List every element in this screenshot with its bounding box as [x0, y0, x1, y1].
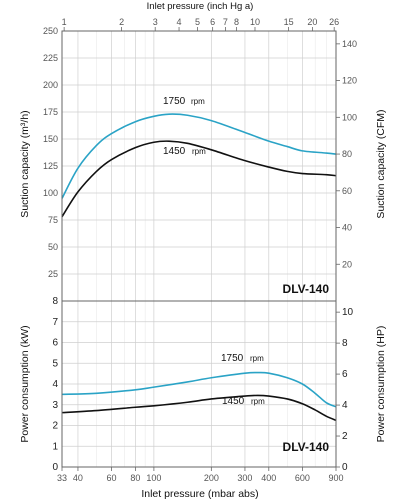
suction-left-tick-label: 25: [48, 269, 58, 279]
bottom-axis-title: Inlet pressure (mbar abs): [141, 488, 258, 500]
suction-1450-label: 1450: [163, 146, 186, 157]
power-left-tick-label: 1: [52, 441, 58, 452]
suction-right-tick-label: 20: [342, 259, 352, 269]
power-left-tick-label: 6: [52, 338, 58, 349]
suction-series: [61, 113, 337, 218]
suction-1450-unit: rpm: [192, 147, 206, 156]
top-tick-label: 5: [195, 17, 200, 27]
power-right-axis-title: Power consumption (HP): [375, 326, 387, 443]
suction-left-tick-label: 175: [43, 107, 58, 117]
top-tick-label: 20: [307, 17, 317, 27]
suction-right-tick-label: 120: [342, 76, 357, 86]
power-line-1750: [61, 371, 337, 408]
power-line-1450: [61, 394, 337, 422]
x-tick-label: 200: [204, 473, 219, 483]
x-tick-label: 40: [73, 473, 83, 483]
top-tick-label: 6: [210, 17, 215, 27]
suction-left-tick-label: 150: [43, 134, 58, 144]
suction-right-tick-label: 80: [342, 149, 352, 159]
top-tick-label: 26: [329, 17, 339, 27]
power-left-tick-label: 5: [52, 358, 58, 369]
power-left-tick-label: 7: [52, 317, 58, 328]
top-tick-label: 2: [119, 17, 124, 27]
suction-line-1450: [61, 140, 337, 218]
power-model-label: DLV-140: [283, 440, 330, 454]
suction-right-tick-label: 100: [342, 112, 357, 122]
suction-left-tick-label: 200: [43, 80, 58, 90]
power-1450-unit: rpm: [251, 397, 265, 406]
x-tick-label: 900: [328, 473, 343, 483]
power-left-tick-label: 3: [52, 400, 58, 411]
x-tick-label: 400: [261, 473, 276, 483]
suction-left-tick-label: 250: [43, 26, 58, 36]
power-right-tick-label: 8: [342, 338, 348, 349]
power-1750-label: 1750: [221, 353, 244, 364]
suction-right-tick-label: 140: [342, 39, 357, 49]
suction-model-label: DLV-140: [283, 282, 330, 296]
x-tick-label: 60: [107, 473, 117, 483]
suction-right-tick-label: 60: [342, 186, 352, 196]
power-left-axis-title: Power consumption (kW): [19, 325, 31, 442]
top-tick-label: 4: [177, 17, 182, 27]
power-series: [61, 371, 337, 422]
x-tick-label: 600: [295, 473, 310, 483]
power-right-tick-label: 10: [342, 307, 354, 318]
suction-left-tick-label: 100: [43, 188, 58, 198]
power-left-tick-label: 0: [52, 462, 58, 473]
x-tick-label: 33: [57, 473, 67, 483]
power-left-tick-label: 2: [52, 421, 58, 432]
suction-grid: [61, 30, 337, 301]
top-tick-label: 3: [153, 17, 158, 27]
suction-left-tick-label: 225: [43, 53, 58, 63]
x-tick-label: 100: [146, 473, 161, 483]
suction-left-tick-label: 50: [48, 242, 58, 252]
top-tick-label: 15: [284, 17, 294, 27]
top-tick-label: 1: [62, 17, 67, 27]
power-left-tick-label: 8: [52, 296, 58, 307]
suction-left-axis-title: Suction capacity (m³/h): [19, 110, 31, 217]
power-right-tick-label: 6: [342, 369, 348, 380]
power-right-tick-label: 0: [342, 462, 348, 473]
top-tick-label: 10: [250, 17, 260, 27]
suction-1750-label: 1750: [163, 96, 186, 107]
suction-line-1750: [61, 113, 337, 199]
top-tick-label: 7: [223, 17, 228, 27]
power-panel-frame: [61, 300, 337, 468]
top-tick-label: 8: [234, 17, 239, 27]
power-right-tick-label: 2: [342, 431, 348, 442]
power-1450-label: 1450: [222, 396, 245, 407]
power-left-tick-label: 4: [52, 379, 58, 390]
suction-right-tick-label: 40: [342, 223, 352, 233]
suction-left-tick-label: 75: [48, 215, 58, 225]
suction-right-axis-title: Suction capacity (CFM): [375, 109, 387, 218]
power-1750-unit: rpm: [250, 354, 264, 363]
suction-1750-unit: rpm: [191, 97, 205, 106]
x-tick-label: 300: [237, 473, 252, 483]
suction-left-tick-label: 125: [43, 161, 58, 171]
x-tick-label: 80: [130, 473, 140, 483]
power-right-tick-label: 4: [342, 400, 348, 411]
top-axis-title: Inlet pressure (inch Hg a): [147, 1, 254, 12]
